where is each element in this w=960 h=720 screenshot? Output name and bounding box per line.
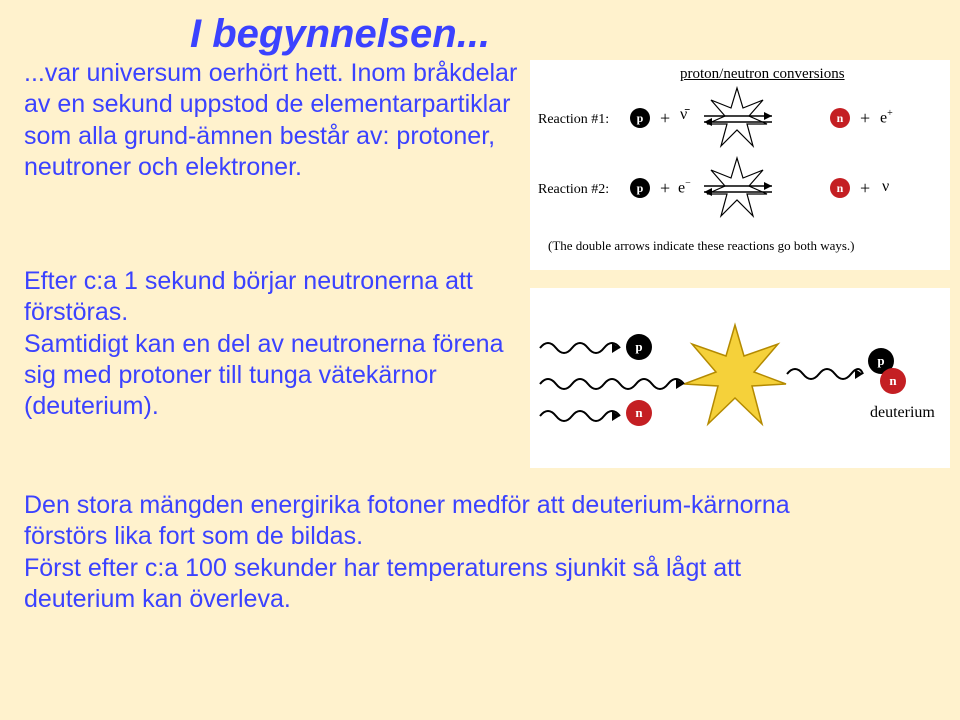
neutron-icon: n [626, 400, 652, 426]
figure-deuterium: p n p n deuterium [530, 288, 950, 468]
paragraph-3: Den stora mängden energirika fotoner med… [24, 490, 854, 615]
fig1-title: proton/neutron conversions [680, 66, 845, 83]
reaction2-label: Reaction #2: [538, 182, 609, 198]
paragraph-1: ...var universum oerhört hett. Inom bråk… [24, 58, 524, 183]
double-arrow-icon [698, 182, 778, 201]
burst-nucleus-icon [680, 322, 790, 432]
double-arrow-icon [698, 112, 778, 131]
nubar-symbol: ν̄ [680, 106, 687, 124]
paragraph-2: Efter c:a 1 sekund börjar neutronerna at… [24, 266, 534, 422]
deuterium-label: deuterium [870, 404, 935, 422]
wave-arrow-icon [538, 406, 628, 431]
figures-column: proton/neutron conversions Reaction #1: … [530, 60, 950, 486]
neutron-icon: n [830, 178, 850, 198]
proton-icon: p [630, 108, 650, 128]
neutron-icon: n [830, 108, 850, 128]
figure-conversions: proton/neutron conversions Reaction #1: … [530, 60, 950, 270]
fig1-footer: (The double arrows indicate these reacti… [548, 238, 854, 254]
plus-icon: + [860, 178, 870, 199]
wave-arrow-icon [785, 364, 865, 389]
e-minus-symbol: e− [678, 178, 691, 197]
nu-symbol: ν [882, 178, 889, 196]
plus-icon: + [660, 108, 670, 129]
wave-arrow-icon [538, 338, 628, 363]
wave-arrow-icon [538, 374, 688, 399]
proton-icon: p [626, 334, 652, 360]
plus-icon: + [860, 108, 870, 129]
proton-icon: p [630, 178, 650, 198]
e-plus-symbol: e+ [880, 108, 893, 127]
reaction1-label: Reaction #1: [538, 112, 609, 128]
plus-icon: + [660, 178, 670, 199]
slide-title: I begynnelsen... [190, 12, 490, 57]
neutron-icon: n [880, 368, 906, 394]
